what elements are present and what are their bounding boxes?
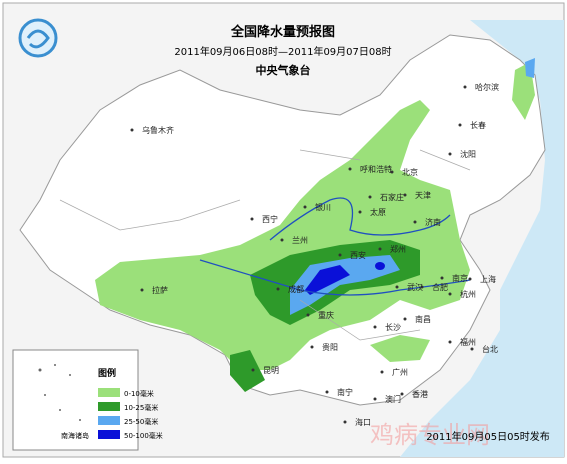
city-marker <box>400 392 404 396</box>
issuer: 中央气象台 <box>256 63 311 77</box>
inset-label: 南海诸岛 <box>61 431 89 440</box>
legend-swatch <box>98 416 120 425</box>
rain-10-25 <box>230 350 265 392</box>
city-label: 南京 <box>452 273 468 283</box>
legend-swatch <box>98 388 120 397</box>
city-label: 重庆 <box>318 310 334 320</box>
city-marker <box>358 210 362 214</box>
rain-0-10 <box>370 335 430 362</box>
legend-label: 50-100毫米 <box>124 431 163 440</box>
city-marker <box>458 123 462 127</box>
rain-25-50 <box>525 58 535 78</box>
legend-label: 0-10毫米 <box>124 389 154 398</box>
city-marker <box>373 325 377 329</box>
rain-50-100 <box>375 262 385 270</box>
city-marker <box>325 390 329 394</box>
city-label: 郑州 <box>390 244 406 254</box>
city-marker <box>251 368 255 372</box>
city-label: 澳门 <box>385 394 401 404</box>
islands <box>38 364 81 421</box>
legend-swatch <box>98 430 120 439</box>
city-label: 乌鲁木齐 <box>142 125 174 135</box>
city-label: 长沙 <box>385 322 401 332</box>
logo <box>26 29 50 49</box>
city-label: 石家庄 <box>380 192 404 202</box>
legend-label: 10-25毫米 <box>124 403 158 412</box>
city-marker <box>448 340 452 344</box>
city-marker <box>130 128 134 132</box>
city-label: 南昌 <box>415 314 431 324</box>
city-marker <box>403 317 407 321</box>
city-label: 台北 <box>482 344 498 354</box>
city-label: 拉萨 <box>152 285 168 295</box>
city-label: 西安 <box>350 250 366 260</box>
city-label: 沈阳 <box>460 149 476 159</box>
city-marker <box>368 195 372 199</box>
city-label: 银川 <box>315 202 331 212</box>
city-label: 呼和浩特 <box>360 164 392 174</box>
city-label: 南宁 <box>337 387 353 397</box>
legend-label: 25-50毫米 <box>124 417 158 426</box>
period: 2011年09月06日08时—2011年09月07日08时 <box>174 45 391 58</box>
legend-bg <box>15 428 39 445</box>
city-marker <box>395 285 399 289</box>
city-marker <box>378 247 382 251</box>
city-label: 贵阳 <box>322 342 338 352</box>
city-label: 兰州 <box>292 235 308 245</box>
city-label: 哈尔滨 <box>475 82 499 92</box>
city-marker <box>463 85 467 89</box>
city-marker <box>250 217 254 221</box>
river <box>269 197 451 241</box>
city-marker <box>448 152 452 156</box>
city-marker <box>448 292 452 296</box>
city-marker <box>440 276 444 280</box>
city-label: 北京 <box>402 167 418 177</box>
city-marker <box>140 288 144 292</box>
logo <box>18 18 58 58</box>
city-marker <box>420 285 424 289</box>
city-label: 福州 <box>460 338 476 347</box>
city-marker <box>403 193 407 197</box>
watermark: 鸡病专业网 <box>370 421 490 449</box>
city-label: 杭州 <box>460 289 476 299</box>
city-label: 济南 <box>425 217 441 227</box>
city-marker <box>373 397 377 401</box>
rain-25-50 <box>290 255 400 315</box>
city-marker <box>468 277 472 281</box>
border <box>59 149 471 341</box>
city-label: 香港 <box>412 389 428 399</box>
city-label: 昆明 <box>263 366 279 375</box>
city-marker <box>338 253 342 257</box>
river <box>199 259 471 296</box>
city-marker <box>390 170 394 174</box>
city-label: 广州 <box>392 367 408 377</box>
legend-title: 图例 <box>98 367 116 379</box>
title: 全国降水量预报图 <box>230 24 335 40</box>
issue-time: 2011年09月05日05时发布 <box>426 430 550 443</box>
legend-swatch <box>98 402 120 411</box>
city-marker <box>310 345 314 349</box>
city-marker <box>280 238 284 242</box>
rain-50-100 <box>305 265 350 295</box>
city-label: 武汉 <box>407 282 423 292</box>
city-label: 上海 <box>480 274 496 284</box>
sea <box>400 20 564 457</box>
city-marker <box>276 287 280 291</box>
city-label: 长春 <box>470 120 486 130</box>
city-label: 海口 <box>355 417 371 427</box>
city-marker <box>348 167 352 171</box>
city-label: 成都 <box>288 284 304 294</box>
city-label: 太原 <box>370 207 386 217</box>
rain-0-10 <box>95 100 470 370</box>
city-marker <box>470 347 474 351</box>
city-marker <box>413 220 417 224</box>
city-marker <box>380 370 384 374</box>
city-label: 西宁 <box>262 214 278 224</box>
city-marker <box>303 205 307 209</box>
city-label: 合肥 <box>432 282 448 292</box>
city-marker <box>343 420 347 424</box>
city-marker <box>306 313 310 317</box>
city-label: 天津 <box>415 190 431 200</box>
